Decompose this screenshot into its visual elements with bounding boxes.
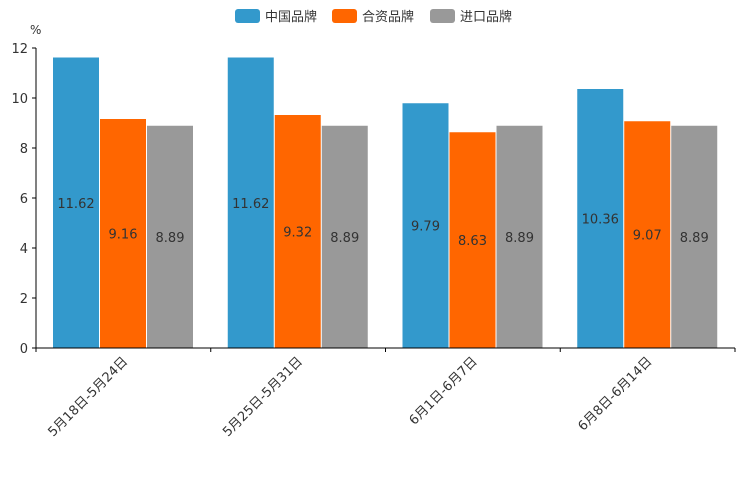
legend-swatch[interactable] (235, 9, 260, 23)
bar (449, 132, 496, 348)
data-label: 11.62 (232, 197, 269, 212)
y-tick-label: 8 (20, 142, 28, 157)
data-label: 9.79 (411, 220, 440, 235)
y-tick-label: 6 (20, 192, 28, 207)
y-axis: 0 2 4 6 8 10 12 (11, 42, 37, 357)
x-tick-label: 6月8日-6月14日 (576, 354, 656, 434)
bar (577, 89, 624, 348)
bar (53, 57, 99, 348)
bars: 11.62 9.16 8.89 11.62 9.32 8.89 9.79 8.63 8.89 10… (53, 57, 718, 348)
data-label: 9.07 (633, 229, 662, 244)
data-label: 8.89 (505, 231, 534, 246)
data-label: 8.89 (156, 231, 185, 246)
bar (274, 115, 321, 348)
legend-label[interactable]: 合资品牌 (362, 9, 414, 25)
x-tick-label: 5月25日-5月31日 (220, 354, 306, 440)
data-label: 9.16 (109, 228, 138, 243)
bar (227, 57, 274, 348)
data-label: 10.36 (582, 213, 619, 228)
bar (496, 125, 543, 348)
x-axis: 5月18日-5月24日 5月25日-5月31日 6月1日-6月7日 6月8日-6月14… (35, 347, 736, 440)
legend: 中国品牌 合资品牌 进口品牌 (235, 9, 512, 25)
y-tick-label: 10 (11, 92, 28, 107)
y-tick-label: 0 (20, 342, 28, 357)
bar (402, 103, 449, 348)
y-tick-label: 12 (11, 42, 28, 57)
bar (321, 125, 368, 348)
y-tick-label: 4 (20, 242, 28, 257)
x-tick-label: 5月18日-5月24日 (45, 354, 131, 440)
data-label: 9.32 (283, 226, 312, 241)
legend-label[interactable]: 中国品牌 (265, 9, 317, 25)
bar (100, 119, 146, 348)
bar (624, 121, 671, 348)
bar (671, 125, 718, 348)
y-axis-label: % (30, 23, 41, 37)
x-tick-label: 6月1日-6月7日 (407, 354, 481, 428)
data-label: 8.63 (458, 234, 487, 249)
legend-swatch[interactable] (332, 9, 357, 23)
data-label: 11.62 (57, 197, 94, 212)
y-tick-label: 2 (20, 292, 28, 307)
data-label: 8.89 (330, 231, 359, 246)
data-label: 8.89 (680, 231, 709, 246)
legend-label[interactable]: 进口品牌 (460, 9, 512, 25)
legend-swatch[interactable] (430, 9, 455, 23)
bar (147, 125, 193, 348)
